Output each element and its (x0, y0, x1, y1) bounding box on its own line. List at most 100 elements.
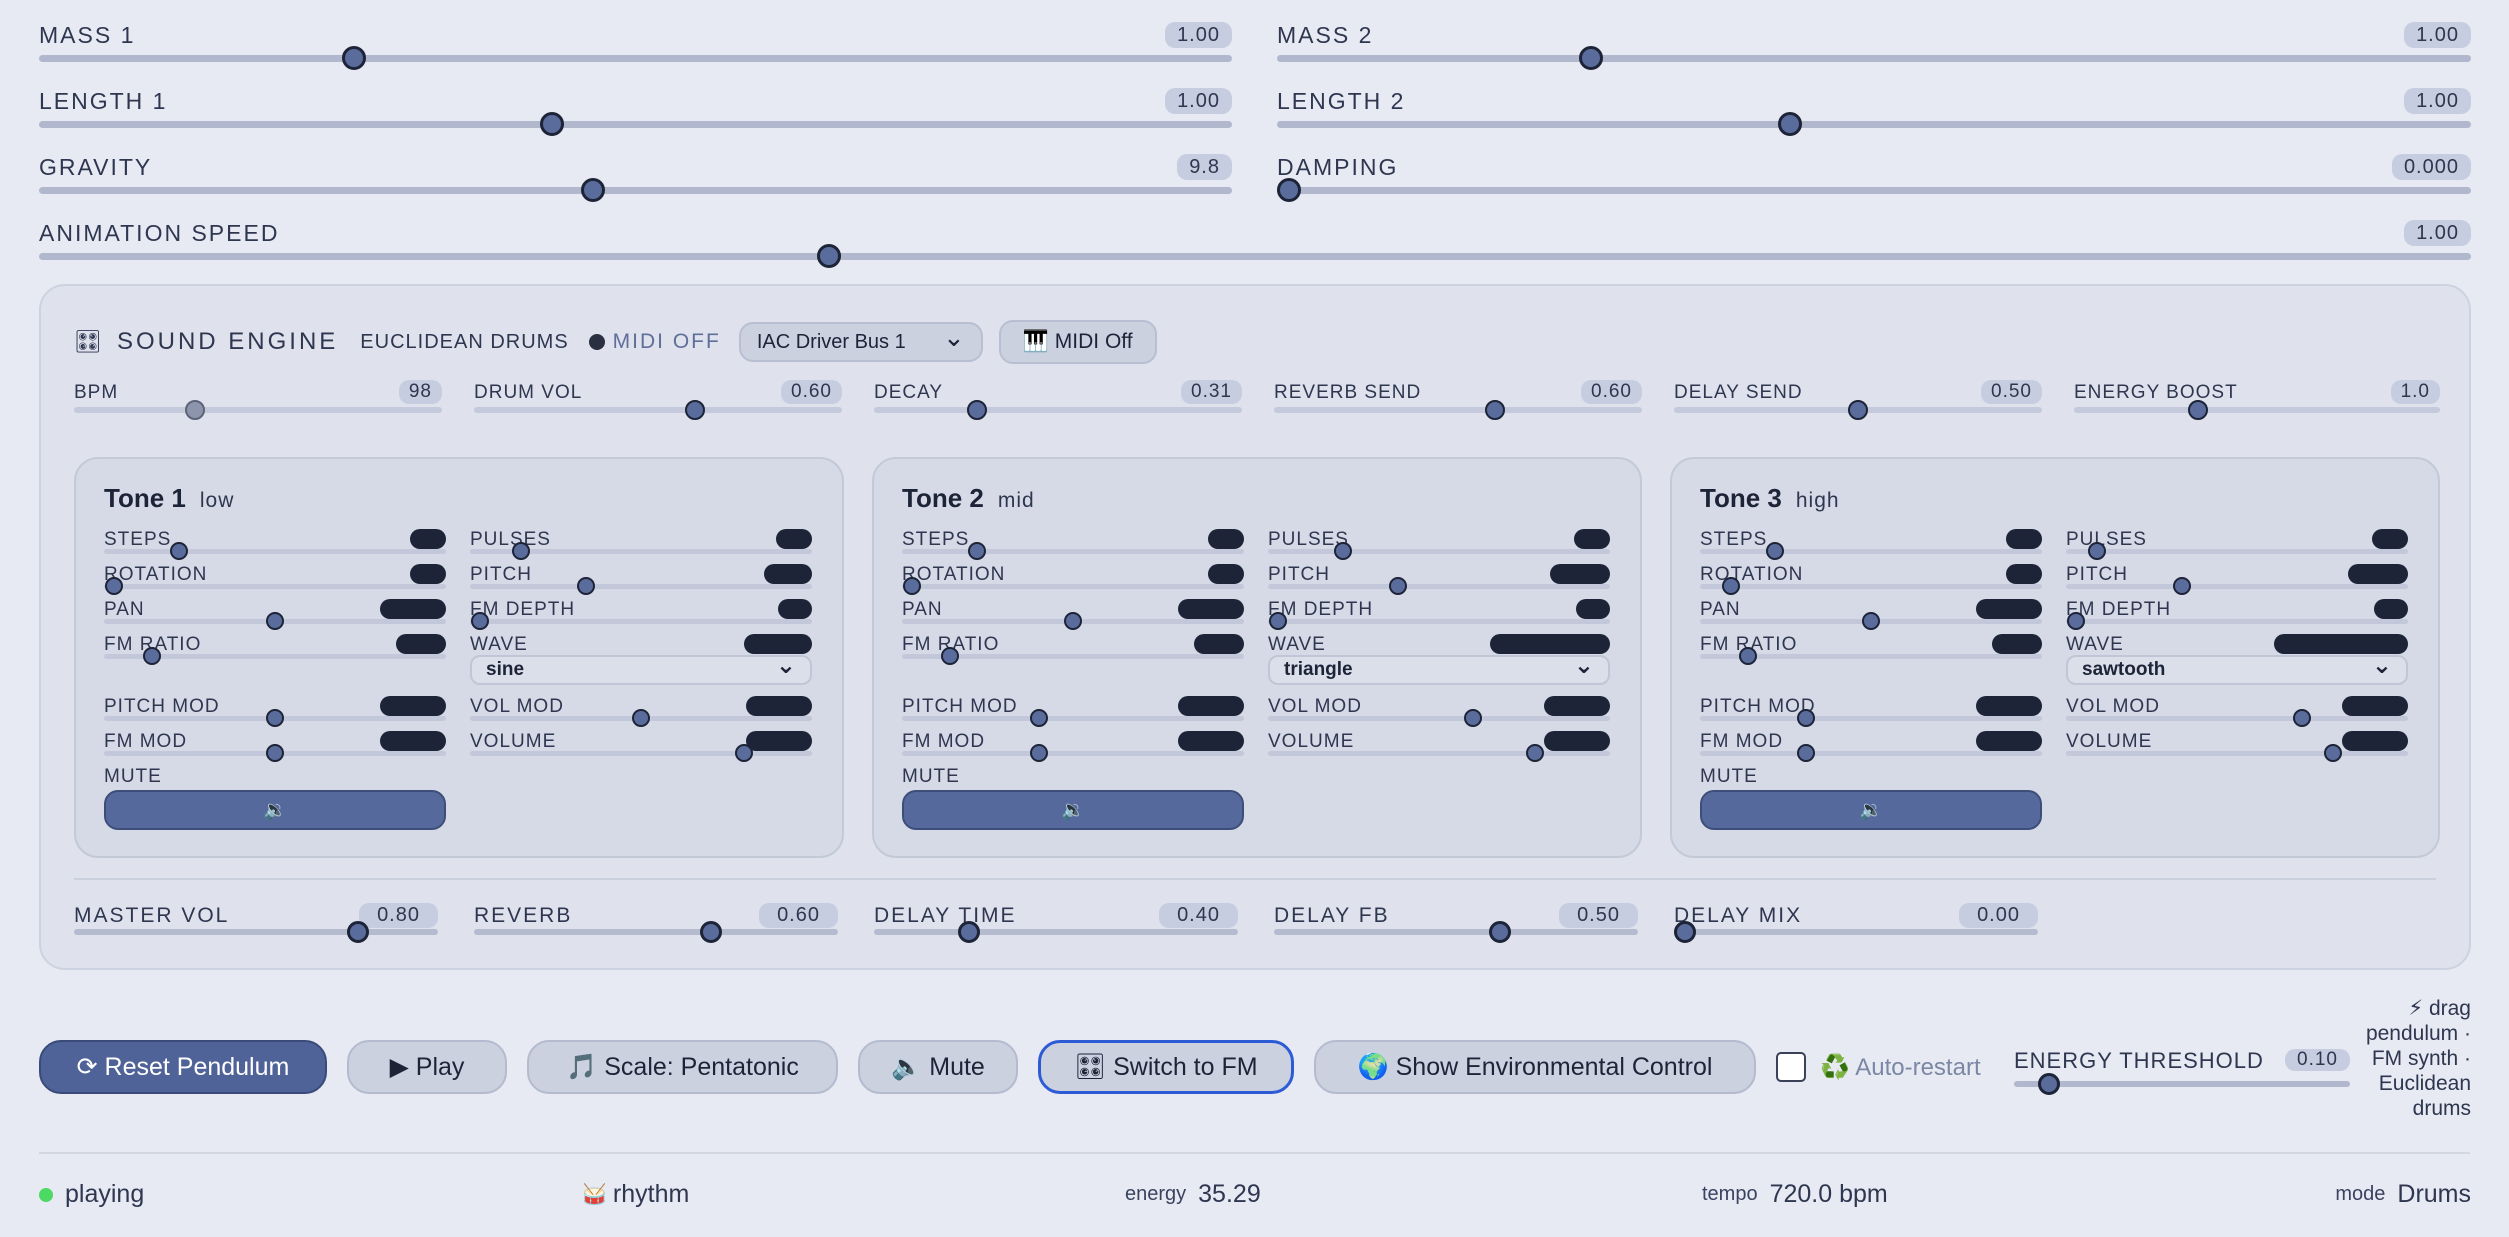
decay-thumb[interactable] (967, 400, 988, 420)
steps-thumb[interactable] (1766, 542, 1785, 560)
mute-button[interactable]: 🔉 (902, 790, 1244, 830)
bpm-thumb[interactable] (185, 400, 206, 420)
bpm-track[interactable] (74, 407, 442, 413)
wave-select[interactable]: sine ⌄ (470, 652, 812, 685)
fm-depth-track[interactable] (1268, 619, 1610, 624)
mass-1-track[interactable] (39, 55, 1232, 62)
pitch-mod-track[interactable] (902, 716, 1244, 721)
pulses-track[interactable] (2066, 549, 2408, 554)
pan-thumb[interactable] (266, 612, 284, 630)
pitch-mod-thumb[interactable] (266, 709, 284, 727)
length-2-track[interactable] (1277, 121, 2471, 128)
pitch-track[interactable] (1268, 584, 1610, 589)
pulses-thumb[interactable] (512, 542, 531, 560)
pitch-mod-thumb[interactable] (1029, 709, 1048, 727)
pitch-thumb[interactable] (577, 577, 596, 595)
midi-device-select[interactable]: IAC Driver Bus 1 ⌄ (738, 322, 983, 362)
fm-depth-track[interactable] (470, 619, 812, 624)
rotation-track[interactable] (902, 584, 1244, 589)
reverb-send-track[interactable] (1274, 407, 1642, 413)
volume-thumb[interactable] (2323, 744, 2342, 762)
vol-mod-track[interactable] (1268, 716, 1610, 721)
delay-send-thumb[interactable] (1848, 400, 1868, 420)
energy-boost-thumb[interactable] (2188, 400, 2209, 420)
decay-track[interactable] (874, 407, 1242, 413)
pitch-mod-track[interactable] (1700, 716, 2042, 721)
length-2-thumb[interactable] (1778, 112, 1803, 136)
pitch-track[interactable] (470, 584, 812, 589)
energy-threshold-thumb[interactable] (2038, 1073, 2061, 1095)
steps-track[interactable] (902, 549, 1244, 554)
delay-time-thumb[interactable] (957, 921, 980, 943)
vol-mod-thumb[interactable] (632, 709, 650, 727)
pulses-thumb[interactable] (2087, 542, 2106, 560)
reverb-track[interactable] (474, 929, 838, 935)
rotation-thumb[interactable] (903, 577, 922, 595)
fm-mod-thumb[interactable] (1797, 744, 1816, 762)
volume-thumb[interactable] (1525, 744, 1544, 762)
vol-mod-thumb[interactable] (1464, 709, 1483, 727)
fm-depth-thumb[interactable] (471, 612, 490, 630)
pitch-mod-thumb[interactable] (1797, 709, 1816, 727)
fm-ratio-track[interactable] (104, 654, 446, 659)
fm-mod-thumb[interactable] (266, 744, 284, 762)
play-button[interactable]: ▶ Play (347, 1040, 507, 1094)
rotation-track[interactable] (104, 584, 446, 589)
pulses-thumb[interactable] (1334, 542, 1353, 560)
drum-vol-thumb[interactable] (684, 400, 705, 420)
pulses-track[interactable] (470, 549, 812, 554)
mass-1-thumb[interactable] (341, 46, 366, 70)
mass-2-thumb[interactable] (1579, 46, 1604, 70)
volume-thumb[interactable] (734, 744, 753, 762)
midi-toggle-button[interactable]: 🎹 MIDI Off (998, 320, 1157, 364)
master-vol-thumb[interactable] (346, 921, 369, 943)
energy-threshold-track[interactable] (2014, 1081, 2350, 1087)
master-vol-track[interactable] (74, 929, 438, 935)
reverb-thumb[interactable] (699, 921, 722, 943)
length-1-track[interactable] (39, 121, 1232, 128)
pitch-thumb[interactable] (2173, 577, 2192, 595)
delay-time-track[interactable] (874, 929, 1238, 935)
fm-mod-track[interactable] (1700, 751, 2042, 756)
show-environmental-control-button[interactable]: 🌍 Show Environmental Control (1314, 1040, 1756, 1094)
fm-ratio-thumb[interactable] (142, 647, 161, 665)
fm-depth-thumb[interactable] (1269, 612, 1288, 630)
drum-vol-track[interactable] (474, 407, 842, 413)
volume-track[interactable] (1268, 751, 1610, 756)
reverb-send-thumb[interactable] (1484, 400, 1505, 420)
fm-ratio-thumb[interactable] (1738, 647, 1757, 665)
steps-thumb[interactable] (968, 542, 987, 560)
steps-thumb[interactable] (170, 542, 189, 560)
pitch-thumb[interactable] (1388, 577, 1407, 595)
volume-track[interactable] (2066, 751, 2408, 756)
delay-fb-track[interactable] (1274, 929, 1638, 935)
rotation-track[interactable] (1700, 584, 2042, 589)
fm-ratio-track[interactable] (902, 654, 1244, 659)
fm-depth-track[interactable] (2066, 619, 2408, 624)
fm-ratio-track[interactable] (1700, 654, 2042, 659)
vol-mod-track[interactable] (2066, 716, 2408, 721)
rotation-thumb[interactable] (1721, 577, 1740, 595)
rotation-thumb[interactable] (105, 577, 124, 595)
pulses-track[interactable] (1268, 549, 1610, 554)
damping-track[interactable] (1277, 187, 2471, 194)
gravity-track[interactable] (39, 187, 1232, 194)
energy-boost-track[interactable] (2074, 407, 2440, 413)
switch-to-fm-button[interactable]: 🎛 Switch to FM (1038, 1040, 1294, 1094)
delay-mix-track[interactable] (1674, 929, 2038, 935)
pan-thumb[interactable] (1064, 612, 1082, 630)
reset-pendulum-button[interactable]: ⟳ Reset Pendulum (39, 1040, 327, 1094)
mute-button[interactable]: 🔉 (104, 790, 446, 830)
mute-all-button[interactable]: 🔈 Mute (858, 1040, 1018, 1094)
damping-thumb[interactable] (1276, 178, 1301, 202)
pan-thumb[interactable] (1862, 612, 1880, 630)
auto-restart-checkbox[interactable] (1776, 1052, 1806, 1082)
volume-track[interactable] (470, 751, 812, 756)
scale-button[interactable]: 🎵 Scale: Pentatonic (527, 1040, 838, 1094)
animation-speed-thumb[interactable] (817, 244, 842, 268)
delay-mix-thumb[interactable] (1673, 921, 1696, 943)
mass-2-track[interactable] (1277, 55, 2471, 62)
steps-track[interactable] (104, 549, 446, 554)
delay-fb-thumb[interactable] (1488, 921, 1511, 943)
wave-select[interactable]: triangle ⌄ (1268, 652, 1610, 685)
